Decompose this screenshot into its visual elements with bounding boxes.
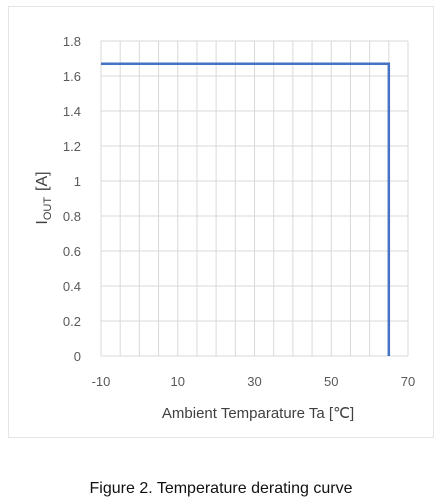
x-tick-label: 70 [401,374,415,389]
x-tick-label: 50 [324,374,338,389]
y-tick-label: 1.8 [63,34,81,49]
y-tick-label: 0.2 [63,314,81,329]
y-axis-label-main: I [34,220,51,224]
y-tick-label: 0.6 [63,244,81,259]
derating-series-line [101,62,391,356]
chart-frame [8,6,434,438]
y-tick-label: 1 [74,174,81,189]
figure-caption: Figure 2. Temperature derating curve [89,480,353,497]
x-axis-label: Ambient Temparature Ta [℃] [162,405,354,422]
grid-lines [100,40,409,357]
y-tick-label: 0 [74,349,81,364]
x-tick-labels: -10 10 30 50 70 [92,374,416,389]
y-tick-label: 0.4 [63,279,81,294]
x-tick-label: 30 [247,374,261,389]
y-tick-label: 1.2 [63,139,81,154]
y-tick-label: 0.8 [63,209,81,224]
y-axis-label-sub: OUT [42,197,54,221]
y-axis-label: IOUT [A] [34,171,54,224]
x-tick-label: -10 [92,374,111,389]
y-tick-label: 1.4 [63,104,81,119]
y-axis-label-unit: [A] [34,171,51,191]
x-tick-label: 10 [171,374,185,389]
y-tick-label: 1.6 [63,69,81,84]
y-tick-labels: 0 0.2 0.4 0.6 0.8 1 1.2 1.4 1.6 1.8 [63,34,81,364]
series-layer [101,62,391,356]
